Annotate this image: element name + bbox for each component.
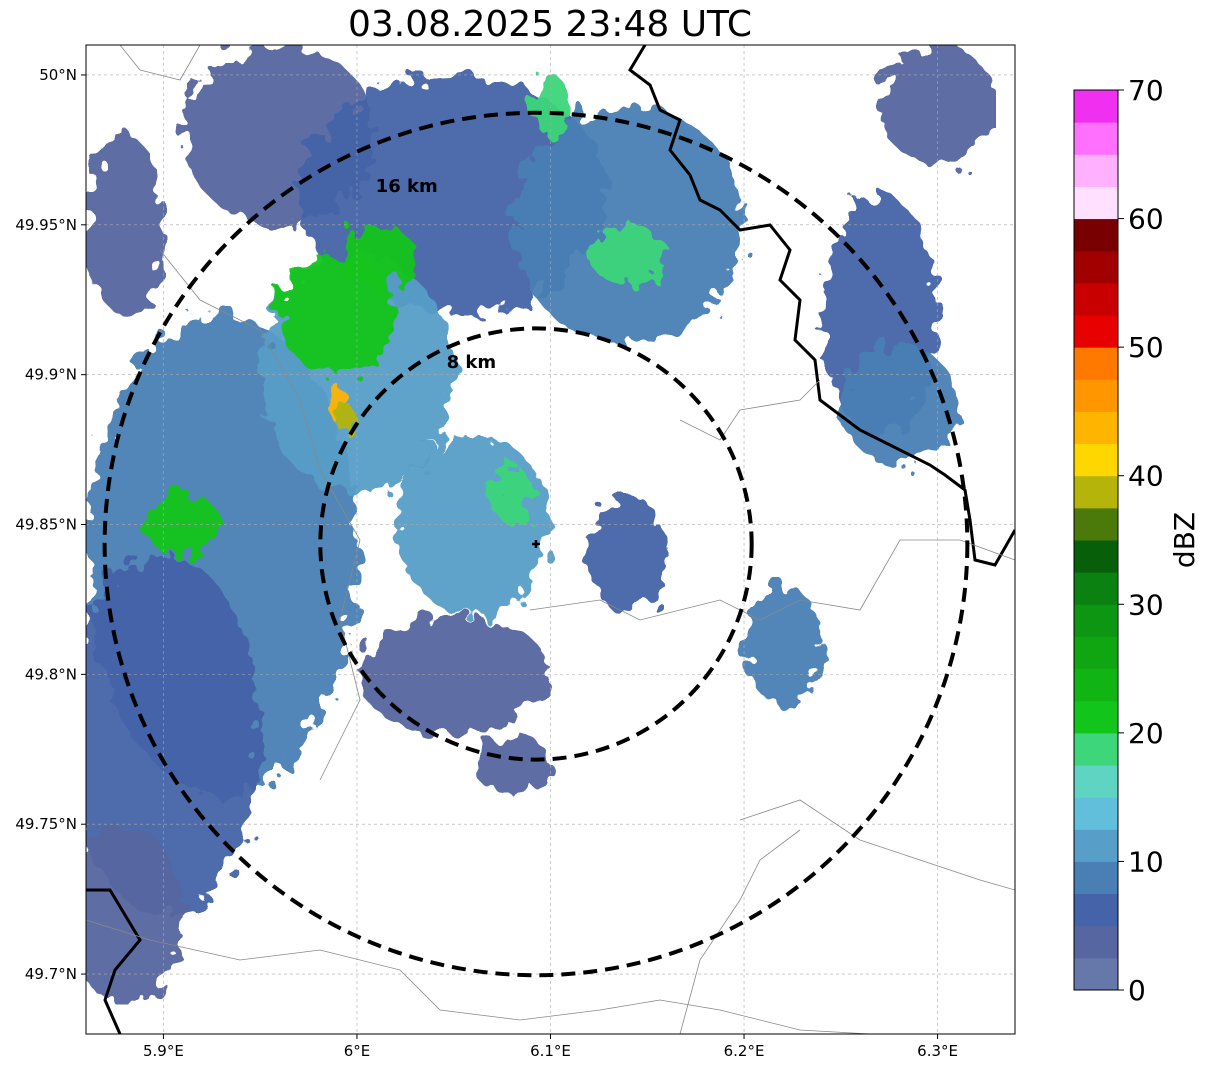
echo-cell-4 — [879, 45, 996, 165]
radar-site-marker — [531, 539, 540, 548]
y-tick-label-2: 49.9°N — [25, 366, 77, 384]
echo-cell-17 — [337, 224, 416, 285]
y-tick-label-4: 49.8°N — [25, 665, 77, 683]
range-ring-label-8km: 8 km — [447, 352, 497, 373]
colorbar-bin-8 — [1074, 700, 1118, 734]
colorbar-tick-label-6: 60 — [1128, 203, 1164, 236]
colorbar-bin-7 — [1074, 732, 1118, 766]
colorbar-bin-22 — [1074, 250, 1118, 284]
colorbar-bin-17 — [1074, 411, 1118, 445]
colorbar-bin-3 — [1074, 861, 1118, 895]
echo-cell-21 — [531, 74, 570, 135]
admin-line-3 — [159, 249, 361, 781]
echo-cell-9 — [86, 824, 183, 1005]
x-tick-label-3: 6.2°E — [724, 1042, 765, 1060]
echo-cell-19 — [492, 464, 532, 525]
colorbar-bin-5 — [1074, 797, 1118, 830]
colorbar-bin-1 — [1074, 925, 1118, 959]
colorbar-bin-14 — [1074, 507, 1118, 541]
range-ring-8km — [318, 326, 754, 762]
echo-cell-6 — [840, 344, 957, 465]
colorbar-tick-label-5: 50 — [1128, 331, 1164, 364]
admin-line-2 — [529, 539, 1015, 621]
colorbar-bin-24 — [1074, 186, 1118, 220]
echo-cell-14 — [744, 584, 822, 705]
x-tick-label-1: 6°E — [344, 1042, 371, 1060]
range-ring-label-16km: 16 km — [376, 176, 438, 197]
y-tick-label-6: 49.7°N — [25, 965, 77, 983]
colorbar-bin-0 — [1074, 957, 1118, 991]
x-tick-label-0: 5.9°E — [143, 1042, 184, 1060]
y-tick-label-1: 49.95°N — [15, 216, 77, 234]
echo-cell-13 — [589, 494, 667, 615]
colorbar-bin-27 — [1074, 90, 1118, 123]
range-rings: 8 km 16 km — [102, 110, 970, 978]
admin-line-4 — [739, 799, 1015, 891]
echo-cell-23 — [337, 404, 357, 435]
y-tick-label-3: 49.85°N — [15, 516, 77, 534]
colorbar-tick-label-7: 70 — [1128, 74, 1164, 107]
gridlines — [86, 45, 1015, 1034]
echo-cell-20 — [589, 224, 667, 285]
echo-cell-15 — [473, 734, 551, 795]
colorbar-bin-13 — [1074, 540, 1118, 573]
colorbar-bin-19 — [1074, 347, 1118, 380]
colorbar-frame — [1073, 89, 1119, 991]
colorbar-bin-2 — [1074, 893, 1118, 927]
axis-ticks: 5.9°E 6°E 6.1°E 6.2°E 6.3°E 50°N 49.95°N 49.9°N… — [15, 66, 958, 1060]
colorbar-bin-16 — [1074, 443, 1118, 477]
colorbar-tick-label-3: 30 — [1128, 588, 1164, 621]
colorbar-bin-11 — [1074, 604, 1118, 637]
colorbar-bin-20 — [1074, 315, 1118, 348]
colorbar-bin-10 — [1074, 636, 1118, 670]
colorbar-bin-12 — [1074, 572, 1118, 605]
colorbar: 0 10 20 30 40 50 60 70 dBZ — [1073, 74, 1201, 1007]
y-tick-label-5: 49.75°N — [15, 815, 77, 833]
admin-line-1 — [86, 919, 871, 1034]
colorbar-bin-18 — [1074, 379, 1118, 412]
colorbar-bin-26 — [1074, 122, 1118, 155]
echo-cell-16 — [279, 254, 396, 375]
colorbar-tick-label-4: 40 — [1128, 460, 1164, 493]
x-tick-label-2: 6.1°E — [530, 1042, 571, 1060]
colorbar-bin-9 — [1074, 668, 1118, 702]
x-tick-label-4: 6.3°E — [917, 1042, 958, 1060]
y-tick-label-0: 50°N — [39, 66, 77, 84]
colorbar-tick-label-2: 20 — [1128, 717, 1164, 750]
colorbar-bin-6 — [1074, 765, 1118, 798]
colorbar-label: dBZ — [1168, 512, 1201, 568]
admin-line-7 — [679, 829, 801, 1034]
colorbar-tick-label-1: 10 — [1128, 845, 1164, 878]
admin-line-6 — [119, 45, 201, 81]
colorbar-bin-21 — [1074, 282, 1118, 316]
border-line-southwest — [86, 888, 142, 1034]
colorbar-tick-label-0: 0 — [1128, 974, 1146, 1007]
colorbar-bin-23 — [1074, 218, 1118, 252]
colorbar-bin-4 — [1074, 829, 1118, 862]
colorbar-bin-25 — [1074, 154, 1118, 187]
admin-line-5 — [679, 379, 821, 441]
range-ring-16km — [102, 110, 970, 978]
colorbar-bin-15 — [1074, 475, 1118, 509]
map-title: 03.08.2025 23:48 UTC — [347, 4, 753, 45]
